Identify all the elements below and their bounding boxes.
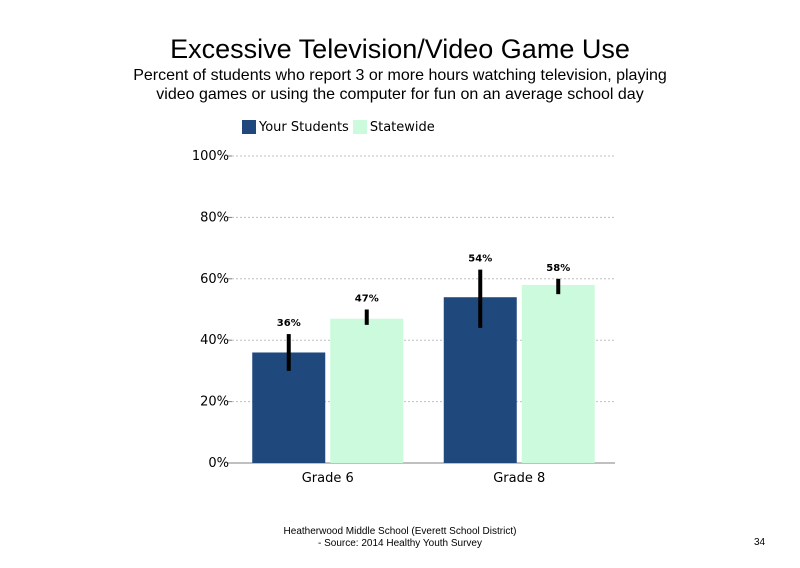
chart-legend: Your Students Statewide (242, 118, 439, 136)
footer-school: Heatherwood Middle School (Everett Schoo… (283, 526, 517, 537)
legend-item-your-students: Your Students (242, 120, 349, 135)
chart-title: Excessive Television/Video Game Use (170, 34, 630, 64)
legend-label-your-students: Your Students (259, 119, 349, 135)
y-tick-label: 80% (200, 210, 229, 225)
page-number: 34 (754, 537, 766, 548)
x-tick-label: Grade 6 (302, 471, 354, 486)
y-tick-label: 40% (200, 333, 229, 348)
legend-label-statewide: Statewide (369, 119, 435, 135)
data-label: 54% (468, 254, 492, 265)
data-label: 47% (355, 294, 379, 305)
chart-subtitle: Percent of students who report 3 or more… (133, 67, 667, 103)
y-tick-label: 20% (200, 395, 229, 410)
legend-swatch-statewide (352, 120, 367, 134)
bar (252, 352, 326, 463)
bar (521, 284, 595, 463)
legend-swatch-your-students (242, 120, 256, 134)
data-label: 36% (277, 318, 301, 329)
footer-source: - Source: 2014 Healthy Youth Survey (318, 538, 482, 549)
y-tick-label: 0% (208, 456, 229, 471)
legend-item-statewide: Statewide (352, 119, 435, 135)
footer: Heatherwood Middle School (Everett Schoo… (240, 526, 560, 550)
bar (330, 318, 404, 463)
data-label: 58% (546, 263, 570, 274)
x-tick-label: Grade 8 (493, 471, 545, 486)
y-tick-label: 60% (200, 272, 229, 287)
y-tick-label: 100% (192, 149, 229, 164)
